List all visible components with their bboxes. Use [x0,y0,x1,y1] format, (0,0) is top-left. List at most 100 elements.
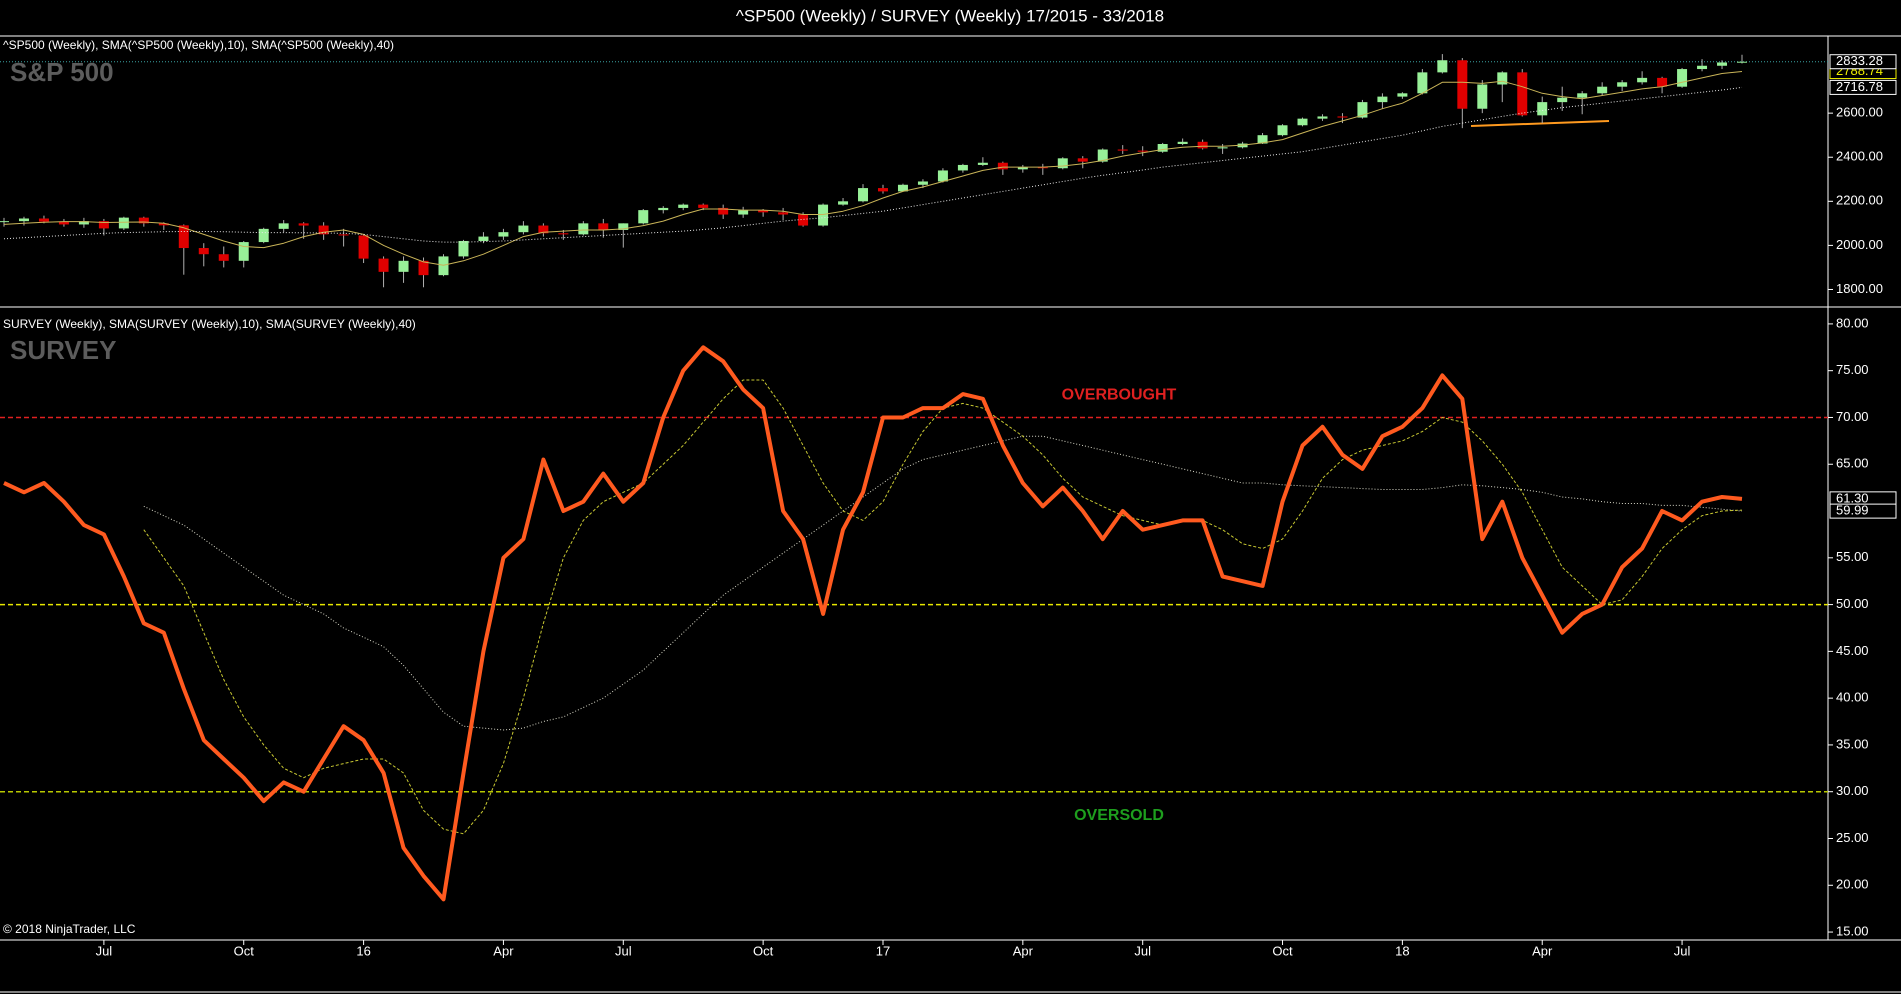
series-line [3,71,1743,266]
candle-body [1057,158,1068,169]
candle-body [58,221,69,225]
candle-body [658,207,669,211]
candle-body [378,258,389,272]
candle-body [238,242,249,261]
candle-body [358,235,369,259]
price-marker-label: 59.99 [1836,503,1869,518]
candle-body [1217,147,1228,149]
candle-body [718,207,729,215]
y-tick-label: 15.00 [1836,923,1869,938]
price-marker [1829,54,1897,70]
y-tick-label: 2600.00 [1836,105,1883,120]
candle-body [818,204,829,226]
y-tick-label: 50.00 [1836,596,1869,611]
candle-body [1137,150,1148,152]
x-tick-label: Oct [753,943,774,958]
candle-body [198,248,209,255]
candle-body [398,260,409,272]
candle-body [1317,116,1328,119]
panel-label: S&P 500 [10,57,114,87]
candle-body [1297,118,1308,126]
support-line [1470,120,1610,127]
candle-body [78,221,89,225]
candle-body [1537,102,1548,116]
candle-body [1577,93,1588,98]
legend-text: SURVEY (Weekly), SMA(SURVEY (Weekly),10)… [3,317,416,331]
candle-body [278,223,289,229]
series-line [3,86,1743,243]
y-tick-label: 80.00 [1836,315,1869,330]
candle-body [538,225,549,234]
candle-body [298,223,309,226]
candle-body [698,204,709,208]
y-tick-label: 35.00 [1836,736,1869,751]
candle-body [478,236,489,241]
y-tick-label: 70.00 [1836,409,1869,424]
x-tick-label: Apr [493,943,514,958]
x-tick-label: 17 [876,943,890,958]
candle-body [1677,69,1688,87]
x-tick-label: 18 [1395,943,1409,958]
candle-body [1657,77,1668,87]
x-tick-label: Oct [1272,943,1293,958]
candle-body [158,223,169,226]
candle-body [937,170,948,182]
candle-body [1517,72,1528,116]
candle-body [1637,77,1648,83]
candle-body [558,233,569,235]
candle-body [1257,135,1268,144]
candle-body [1037,167,1048,169]
x-tick-label: Jul [615,943,632,958]
candle-body [178,225,189,249]
candle-body [18,218,29,222]
candle-body [418,260,429,276]
price-marker [1829,503,1897,519]
candle-body [1117,149,1128,151]
legend-text: ^SP500 (Weekly), SMA(^SP500 (Weekly),10)… [3,38,394,52]
candle-body [318,225,329,235]
candle-body [1417,72,1428,94]
candle-body [578,223,589,235]
candle-body [1617,82,1628,87]
candle-body [458,240,469,257]
price-marker [1829,79,1897,95]
price-marker-label: 61.30 [1836,490,1869,505]
candle-body [858,188,869,202]
candle-body [917,181,928,185]
panel-label: SURVEY [10,335,116,365]
candle-body [1097,149,1108,162]
candle-body [38,218,49,222]
candle-body [877,188,888,192]
candle-body [897,184,908,192]
candle-body [1017,167,1028,170]
candle-body [778,212,789,215]
reference-label: OVERBOUGHT [1062,387,1177,404]
y-tick-label: 45.00 [1836,643,1869,658]
candle-body [1477,84,1488,109]
x-tick-label: Jul [96,943,113,958]
candle-body [1337,116,1348,118]
candle-body [1457,60,1468,109]
y-tick-label: 75.00 [1836,362,1869,377]
y-tick-label: 20.00 [1836,877,1869,892]
candle-body [618,223,629,230]
candle-body [518,225,529,233]
candle-body [258,228,269,243]
candle-body [1437,60,1448,73]
candle-body [438,256,449,276]
y-tick-label: 55.00 [1836,549,1869,564]
price-marker-label: 2833.28 [1836,53,1883,68]
candle-body [678,204,689,208]
x-tick-label: Apr [1013,943,1034,958]
candle-body [798,214,809,226]
candle-body [1557,97,1568,103]
candle-body [977,162,988,165]
x-tick-label: Oct [234,943,255,958]
y-tick-label: 40.00 [1836,690,1869,705]
reference-label: OVERSOLD [1074,807,1164,824]
price-marker-label: 2716.78 [1836,79,1883,94]
candle-body [638,210,649,224]
candle-body [1377,96,1388,103]
